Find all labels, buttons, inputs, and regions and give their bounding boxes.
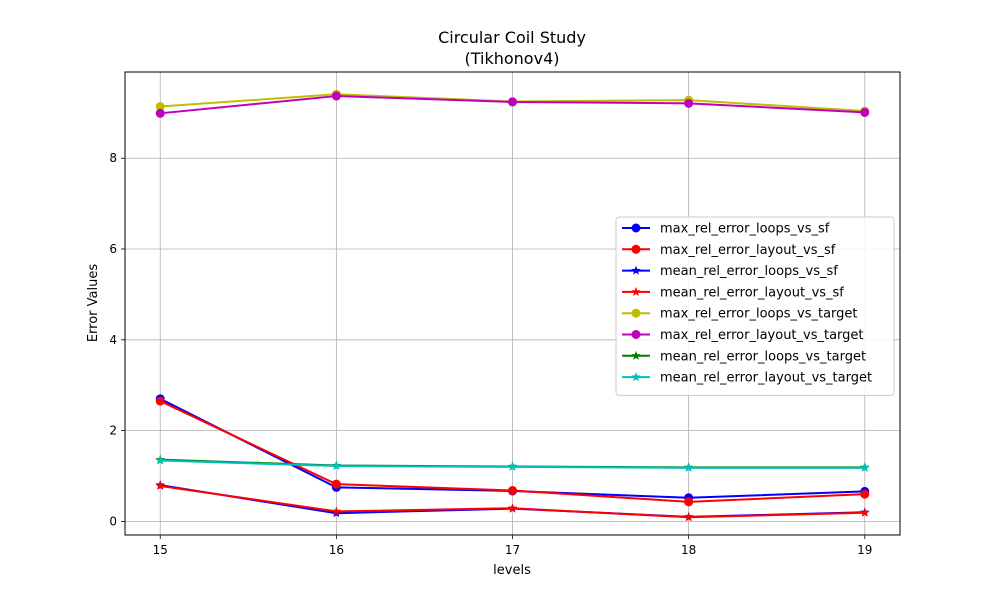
legend-marker: [631, 308, 641, 318]
data-point: [684, 98, 694, 108]
x-tick-label: 19: [857, 543, 872, 557]
legend-marker: [631, 350, 641, 360]
data-point: [683, 512, 694, 522]
y-tick-label: 2: [109, 424, 117, 438]
data-point: [155, 480, 165, 491]
legend-label: max_rel_error_loops_vs_target: [660, 307, 858, 322]
grid: [125, 72, 900, 535]
legend-item: max_rel_error_layout_vs_sf: [622, 243, 836, 258]
data-point: [860, 507, 870, 517]
x-tick-label: 17: [505, 543, 520, 557]
data-point: [331, 461, 342, 471]
series-max_rel_error_layout_vs_target: [155, 91, 870, 118]
chart-title: Circular Coil Study: [438, 28, 586, 47]
legend-item: mean_rel_error_loops_vs_sf: [622, 264, 838, 279]
legend-marker: [631, 244, 641, 254]
data-point: [860, 107, 870, 117]
data-point: [331, 506, 342, 516]
legend-label: mean_rel_error_layout_vs_target: [660, 371, 872, 386]
legend-item: max_rel_error_layout_vs_target: [622, 328, 864, 343]
legend-label: max_rel_error_layout_vs_sf: [660, 243, 836, 258]
legend-item: max_rel_error_loops_vs_target: [622, 307, 858, 322]
data-point: [507, 503, 518, 513]
y-tick-label: 8: [109, 151, 117, 165]
x-tick-label: 15: [153, 543, 168, 557]
y-tick-label: 6: [109, 242, 117, 256]
legend-label: max_rel_error_layout_vs_target: [660, 328, 864, 343]
data-point: [508, 97, 517, 107]
legend-item: mean_rel_error_layout_vs_sf: [622, 285, 844, 300]
legend-marker: [631, 223, 641, 233]
x-tick-label: 18: [681, 543, 696, 557]
data-point: [155, 396, 165, 406]
legend-item: mean_rel_error_loops_vs_target: [622, 349, 866, 364]
series-mean_rel_error_layout_vs_target: [155, 455, 870, 472]
x-axis-label: levels: [493, 563, 531, 578]
legend: max_rel_error_loops_vs_sf max_rel_error_l…: [615, 216, 895, 396]
legend-label: max_rel_error_loops_vs_sf: [660, 222, 830, 237]
data-point: [507, 461, 518, 471]
series-mean_rel_error_layout_vs_sf: [155, 480, 870, 522]
series-max_rel_error_layout_vs_sf: [155, 396, 870, 507]
data-point: [331, 91, 341, 101]
legend-box: [615, 216, 895, 396]
data-point: [684, 497, 694, 507]
x-tick-label: 16: [329, 543, 344, 557]
y-axis-label: Error Values: [86, 264, 101, 343]
data-point: [860, 489, 870, 499]
legend-marker: [631, 286, 641, 296]
axis-ticks: 15 16 17 18 19 0 2 4 6 8: [109, 151, 872, 557]
data-point: [331, 479, 341, 489]
data-point: [155, 101, 165, 111]
data-point: [683, 462, 694, 472]
y-tick-label: 0: [109, 514, 117, 528]
chart-subtitle: (Tikhonov4): [465, 49, 560, 68]
y-tick-label: 4: [109, 333, 117, 347]
data-point: [860, 462, 870, 472]
series-layer: [155, 89, 870, 522]
data-point: [155, 455, 165, 465]
legend-label: mean_rel_error_loops_vs_target: [660, 349, 866, 364]
legend-item: max_rel_error_loops_vs_sf: [622, 222, 830, 237]
legend-marker: [631, 330, 641, 339]
legend-marker: [631, 265, 641, 275]
legend-label: mean_rel_error_loops_vs_sf: [660, 264, 838, 279]
data-point: [508, 486, 517, 496]
legend-item: mean_rel_error_layout_vs_target: [622, 371, 872, 386]
legend-marker: [631, 372, 641, 382]
legend-label: mean_rel_error_layout_vs_sf: [660, 285, 844, 300]
data-point: [155, 108, 165, 118]
